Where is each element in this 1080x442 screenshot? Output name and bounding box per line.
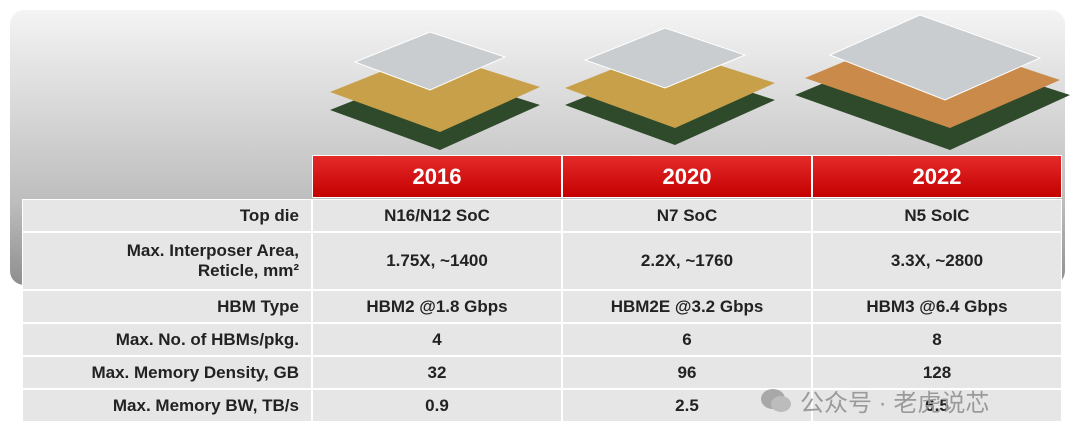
table-cell: 32	[312, 356, 562, 389]
table-cell: N7 SoC	[562, 199, 812, 232]
row-label: Max. Memory Density, GB	[22, 356, 312, 389]
table-cell: N16/N12 SoC	[312, 199, 562, 232]
column-header: 2022	[812, 155, 1062, 198]
column-header: 2020	[562, 155, 812, 198]
row-label: Top die	[22, 199, 312, 232]
row-label: Max. Memory BW, TB/s	[22, 389, 312, 422]
table-cell: 8	[812, 323, 1062, 356]
row-label: HBM Type	[22, 290, 312, 323]
chip-2022	[795, 14, 1070, 150]
chip-2020	[565, 27, 775, 145]
watermark-text: 公众号 · 老虎说芯	[800, 390, 990, 417]
table-cell: 0.9	[312, 389, 562, 422]
row-label: Max. Interposer Area, Reticle, mm²	[22, 232, 312, 290]
row-label: Max. No. of HBMs/pkg.	[22, 323, 312, 356]
table-cell: HBM2 @1.8 Gbps	[312, 290, 562, 323]
watermark: 公众号 · 老虎说芯	[760, 383, 989, 418]
table-cell: 96	[562, 356, 812, 389]
table-cell: HBM2E @3.2 Gbps	[562, 290, 812, 323]
column-header: 2016	[312, 155, 562, 198]
table-cell: 3.3X, ~2800	[812, 232, 1062, 290]
table-cell: 6.5	[812, 389, 1062, 422]
wechat-icon	[761, 388, 791, 412]
table-cell: 2.2X, ~1760	[562, 232, 812, 290]
table-cell: 128	[812, 356, 1062, 389]
chip-illustrations	[330, 14, 1070, 150]
table-cell: 4	[312, 323, 562, 356]
table-cell: HBM3 @6.4 Gbps	[812, 290, 1062, 323]
table-cell: 6	[562, 323, 812, 356]
table-cell: N5 SoIC	[812, 199, 1062, 232]
chip-2016	[330, 31, 540, 150]
table-cell: 1.75X, ~1400	[312, 232, 562, 290]
